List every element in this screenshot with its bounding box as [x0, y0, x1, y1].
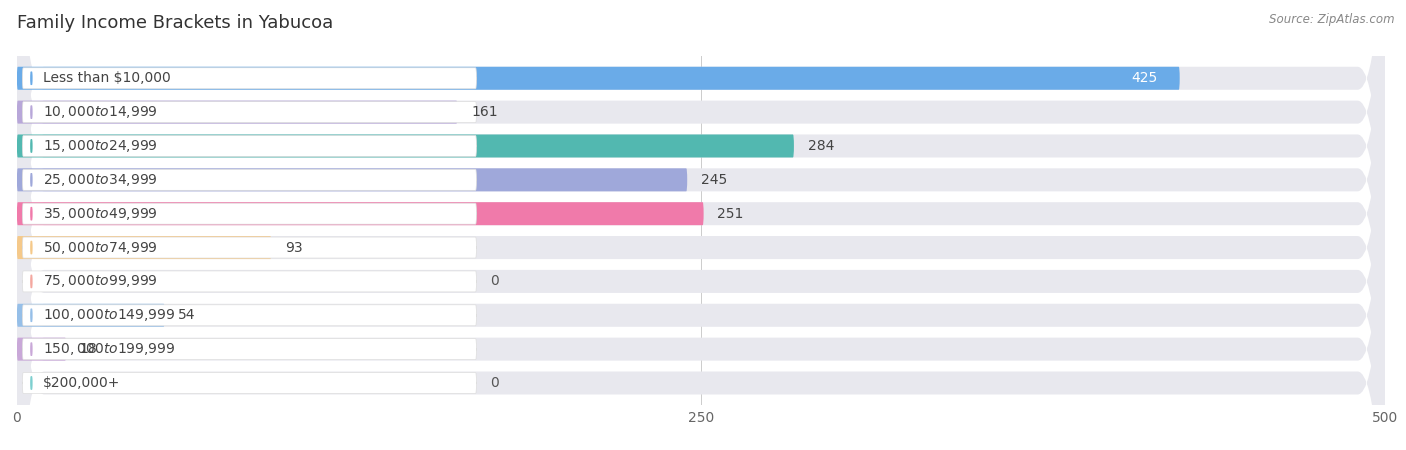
Text: 284: 284 [807, 139, 834, 153]
FancyBboxPatch shape [17, 67, 1180, 90]
FancyBboxPatch shape [17, 22, 1385, 450]
FancyBboxPatch shape [17, 202, 703, 225]
FancyBboxPatch shape [22, 373, 477, 393]
Text: 0: 0 [491, 274, 499, 288]
Text: Source: ZipAtlas.com: Source: ZipAtlas.com [1270, 14, 1395, 27]
FancyBboxPatch shape [22, 271, 477, 292]
Text: $25,000 to $34,999: $25,000 to $34,999 [42, 172, 157, 188]
Text: $200,000+: $200,000+ [42, 376, 121, 390]
FancyBboxPatch shape [17, 135, 794, 157]
Text: $100,000 to $149,999: $100,000 to $149,999 [42, 307, 176, 323]
Text: $75,000 to $99,999: $75,000 to $99,999 [42, 274, 157, 289]
Text: $35,000 to $49,999: $35,000 to $49,999 [42, 206, 157, 222]
FancyBboxPatch shape [17, 0, 1385, 450]
FancyBboxPatch shape [17, 0, 1385, 450]
Text: 425: 425 [1132, 71, 1157, 85]
FancyBboxPatch shape [17, 0, 1385, 450]
FancyBboxPatch shape [17, 0, 1385, 439]
FancyBboxPatch shape [22, 169, 477, 190]
FancyBboxPatch shape [22, 203, 477, 224]
FancyBboxPatch shape [17, 168, 688, 191]
Text: $50,000 to $74,999: $50,000 to $74,999 [42, 239, 157, 256]
Text: 93: 93 [285, 241, 302, 255]
FancyBboxPatch shape [22, 68, 477, 89]
Text: Family Income Brackets in Yabucoa: Family Income Brackets in Yabucoa [17, 14, 333, 32]
Text: 0: 0 [491, 376, 499, 390]
FancyBboxPatch shape [17, 56, 1385, 450]
Text: Less than $10,000: Less than $10,000 [42, 71, 170, 85]
FancyBboxPatch shape [17, 0, 1385, 450]
FancyBboxPatch shape [22, 237, 477, 258]
FancyBboxPatch shape [17, 236, 271, 259]
FancyBboxPatch shape [17, 304, 165, 327]
Text: 161: 161 [471, 105, 498, 119]
Text: 245: 245 [700, 173, 727, 187]
FancyBboxPatch shape [17, 338, 66, 360]
FancyBboxPatch shape [17, 0, 1385, 405]
FancyBboxPatch shape [22, 102, 477, 122]
FancyBboxPatch shape [22, 305, 477, 326]
Text: 18: 18 [80, 342, 97, 356]
FancyBboxPatch shape [22, 339, 477, 360]
FancyBboxPatch shape [22, 135, 477, 157]
FancyBboxPatch shape [17, 0, 1385, 450]
Text: $15,000 to $24,999: $15,000 to $24,999 [42, 138, 157, 154]
Text: $150,000 to $199,999: $150,000 to $199,999 [42, 341, 176, 357]
Text: 54: 54 [179, 308, 195, 322]
FancyBboxPatch shape [17, 101, 457, 124]
FancyBboxPatch shape [17, 0, 1385, 450]
Text: $10,000 to $14,999: $10,000 to $14,999 [42, 104, 157, 120]
Text: 251: 251 [717, 207, 744, 220]
